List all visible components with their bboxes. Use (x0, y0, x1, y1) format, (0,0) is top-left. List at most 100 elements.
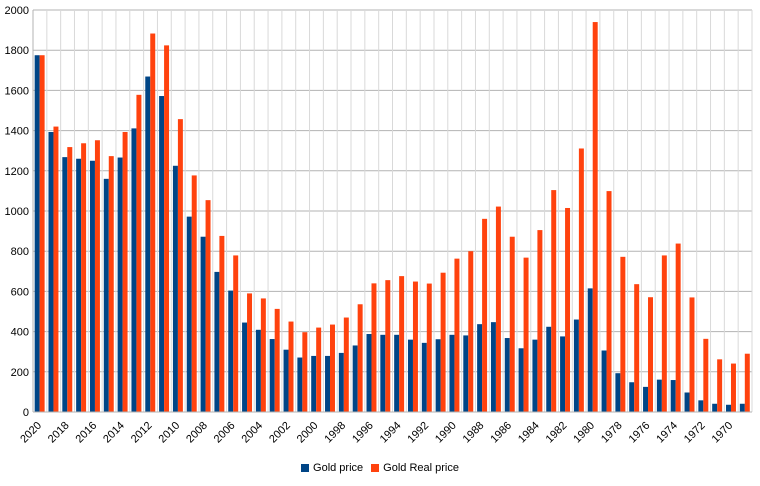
x-tick-label: 1990 (433, 420, 459, 446)
bar-gold-real-price (385, 280, 391, 412)
bar-gold-price (366, 334, 372, 412)
bar-gold-real-price (219, 235, 225, 412)
y-tick-label: 800 (11, 246, 29, 258)
bar-gold-real-price (689, 297, 695, 412)
bar-gold-price (739, 403, 745, 412)
bar-gold-price (228, 290, 234, 412)
bar-gold-price (283, 349, 289, 412)
bar-gold-real-price (468, 251, 474, 412)
bar-gold-real-price (371, 283, 377, 412)
bar-gold-price (684, 392, 690, 412)
y-tick-label: 400 (11, 327, 29, 339)
bar-gold-price (449, 334, 455, 412)
bar-gold-real-price (81, 143, 87, 412)
y-tick-label: 1800 (5, 45, 29, 57)
bar-gold-price (255, 329, 261, 412)
bar-gold-price (311, 355, 317, 412)
y-tick-label: 200 (11, 367, 29, 379)
legend-item-gold-real-price: Gold Real price (371, 462, 459, 474)
legend-swatch-gold-real-price (371, 464, 380, 472)
bar-gold-real-price (94, 140, 100, 413)
bar-gold-price (615, 373, 621, 412)
bar-gold-price (269, 339, 275, 412)
bar-gold-price (463, 335, 469, 412)
bar-gold-real-price (67, 147, 73, 412)
bar-gold-real-price (482, 218, 488, 412)
x-tick-label: 2004 (239, 420, 265, 446)
bar-gold-price (698, 400, 704, 412)
bar-gold-price (352, 345, 358, 412)
bar-gold-real-price (675, 243, 681, 412)
legend: Gold price Gold Real price (0, 462, 760, 474)
x-tick-label: 2000 (295, 420, 321, 446)
bar-gold-price (380, 334, 386, 412)
bar-gold-price (504, 338, 510, 412)
bar-gold-real-price (634, 284, 640, 412)
bar-gold-price (421, 342, 427, 412)
bar-gold-real-price (620, 256, 626, 412)
bar-gold-real-price (39, 55, 45, 412)
bar-gold-real-price (578, 148, 584, 412)
bar-gold-price (103, 178, 109, 412)
bar-gold-price (76, 158, 82, 412)
x-tick-label: 2010 (157, 420, 183, 446)
bar-gold-real-price (191, 175, 197, 412)
bar-gold-price (242, 322, 248, 412)
bar-gold-real-price (164, 45, 170, 412)
bar-gold-price (712, 403, 718, 412)
bar-gold-real-price (233, 255, 239, 412)
bar-gold-real-price (551, 190, 557, 412)
x-tick-label: 1998 (322, 420, 348, 446)
bar-gold-real-price (330, 324, 335, 412)
bar-gold-price (34, 55, 40, 412)
bar-gold-real-price (288, 321, 294, 412)
bar-gold-price (643, 386, 649, 412)
bar-gold-price (48, 132, 54, 412)
bar-gold-price (172, 165, 178, 412)
bar-gold-real-price (661, 255, 667, 412)
x-tick-label: 1996 (350, 420, 376, 446)
bar-gold-real-price (744, 353, 750, 412)
bar-gold-real-price (399, 276, 405, 412)
bar-gold-real-price (606, 191, 612, 412)
bar-gold-price (546, 326, 552, 412)
bar-gold-real-price (177, 119, 183, 412)
y-tick-label: 600 (11, 286, 29, 298)
bar-gold-real-price (592, 22, 598, 413)
x-tick-label: 2008 (184, 420, 210, 446)
bar-gold-price (200, 236, 206, 412)
bar-gold-price (394, 334, 400, 412)
bar-gold-real-price (205, 200, 211, 412)
x-tick-label: 2006 (212, 420, 238, 446)
bar-gold-price (560, 336, 566, 412)
bar-gold-real-price (122, 132, 128, 412)
y-tick-label: 0 (23, 407, 29, 419)
x-tick-label: 1984 (516, 420, 542, 446)
bar-gold-real-price (302, 332, 308, 412)
legend-label-gold-price: Gold price (313, 462, 364, 474)
bar-gold-real-price (523, 257, 529, 412)
bar-gold-price (186, 216, 192, 412)
bar-gold-real-price (648, 297, 653, 412)
bar-gold-price (407, 339, 413, 412)
x-tick-label: 1982 (544, 420, 570, 446)
bar-gold-price (145, 76, 151, 412)
bar-gold-price (670, 380, 676, 412)
x-tick-label: 2002 (267, 420, 293, 446)
bar-gold-price (435, 339, 441, 412)
bar-gold-price (601, 350, 607, 412)
bar-gold-real-price (274, 308, 280, 412)
y-tick-label: 1600 (5, 85, 29, 97)
bar-gold-real-price (565, 207, 571, 412)
bar-gold-price (629, 382, 635, 412)
bar-gold-price (89, 160, 95, 412)
bar-gold-real-price (426, 283, 432, 412)
bar-gold-price (532, 339, 538, 412)
x-tick-label: 1970 (710, 420, 736, 446)
bar-gold-real-price (316, 327, 322, 412)
x-tick-label: 1974 (654, 420, 680, 446)
bar-gold-price (726, 404, 731, 412)
bar-gold-price (587, 288, 593, 412)
